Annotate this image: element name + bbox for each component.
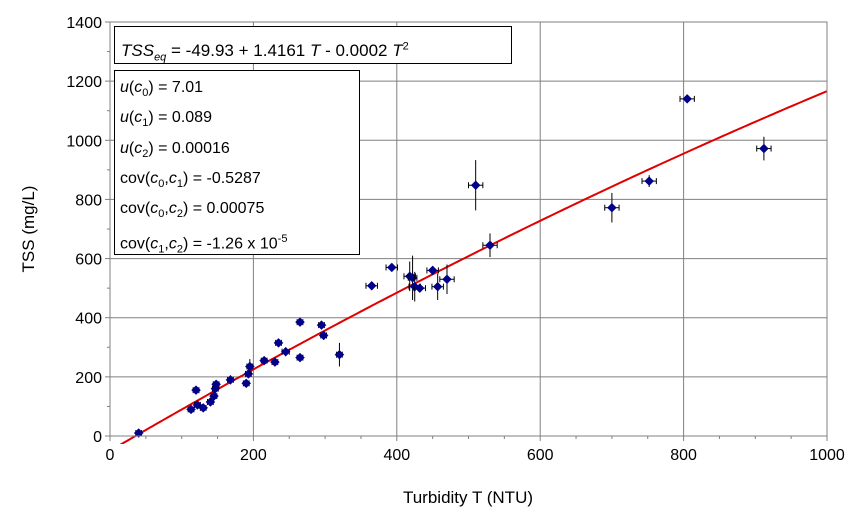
data-point [439,264,455,295]
data-point [243,369,254,379]
point-marker [759,143,769,154]
y-tick-label: 800 [75,192,102,209]
point-marker [133,428,144,438]
u-c1: u(c1) = 0.089 [120,109,212,130]
point-marker [334,349,345,360]
data-point [316,320,327,330]
data-point [426,265,439,276]
data-point [334,342,345,367]
uncertainty-box: u(c0) = 7.01 u(c1) = 0.089 u(c2) = 0.000… [114,70,360,256]
data-point [244,359,255,374]
point-marker [427,265,438,276]
data-point [295,352,305,363]
point-marker [607,202,617,213]
point-marker [682,94,693,104]
point-marker [243,369,254,379]
point-marker [259,355,270,366]
y-tick-labels: 0 200 400 600 800 1000 1200 1400 [66,15,102,446]
point-marker [442,274,452,285]
point-marker [432,281,443,292]
cov-c1-c2: cov(c1,c2) = -1.26 x 10-5 [120,233,288,256]
y-axis-title: TSS (mg/L) [19,186,38,273]
point-marker [318,330,329,341]
y-tick-label: 1400 [66,15,102,32]
y-tick-label: 200 [75,370,102,387]
y-tick-label: 0 [93,429,102,446]
x-tick-label: 0 [106,447,115,464]
point-marker [316,320,327,330]
data-point [133,428,144,438]
x-tick-labels: 0 200 400 600 800 1000 [106,447,845,464]
y-tick-label: 1200 [66,74,102,91]
x-axis-title: Turbidity T (NTU) [403,488,533,507]
data-point [468,160,484,211]
data-point [273,337,284,348]
data-point [413,283,426,293]
point-marker [225,374,236,385]
point-marker [211,379,221,390]
point-marker [644,176,655,186]
data-point [211,379,221,390]
data-point [318,330,329,341]
point-marker [186,404,196,415]
x-tick-label: 200 [240,447,267,464]
data-point [756,136,772,161]
point-marker [280,346,291,357]
point-marker [273,337,284,348]
data-point [270,357,280,367]
point-marker [295,352,305,363]
data-point [365,280,378,291]
point-marker [270,357,280,367]
point-marker [191,385,201,396]
x-tick-label: 600 [527,447,554,464]
y-tick-label: 1000 [66,133,102,150]
data-point [280,346,291,357]
u-c2: u(c2) = 0.00016 [120,139,230,160]
data-points [133,94,772,438]
point-marker [386,262,397,273]
x-tick-label: 400 [383,447,410,464]
x-tick-label: 1000 [809,447,845,464]
data-point [431,273,444,300]
point-marker [470,180,481,191]
x-tick-label: 800 [670,447,697,464]
y-tick-label: 400 [75,311,102,328]
point-marker [241,378,252,389]
point-marker [295,317,305,328]
data-point [225,374,236,385]
point-marker [198,403,209,413]
data-point [198,403,209,413]
data-point [385,262,399,273]
point-marker [414,283,425,293]
data-point [191,385,201,396]
axis-ticks [105,21,828,441]
point-marker [485,240,495,251]
data-point [209,391,219,401]
equation-box: TSSeq = -49.93 + 1.4161 T - 0.0002 T2 [114,26,512,64]
data-point [295,317,305,328]
data-point [679,94,695,104]
data-point [259,355,270,366]
data-point [641,175,657,188]
cov-c0-c1: cov(c0,c1) = -0.5287 [120,169,261,191]
u-c0: u(c0) = 7.01 [120,79,204,100]
point-marker [244,361,255,372]
data-point [482,233,498,258]
data-point [186,404,196,415]
data-point [604,192,620,223]
y-tick-label: 600 [75,252,102,269]
fit-equation: TSSeq = -49.93 + 1.4161 T - 0.0002 T2 [121,40,409,64]
cov-c0-c2: cov(c0,c2) = 0.00075 [120,200,265,221]
point-marker [205,397,216,407]
point-marker [366,280,377,291]
point-marker [209,391,219,401]
data-point [241,378,252,389]
